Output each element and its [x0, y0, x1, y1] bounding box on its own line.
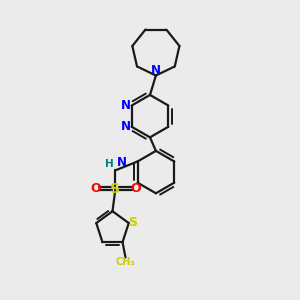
Text: H: H — [105, 159, 114, 169]
Text: N: N — [117, 156, 127, 169]
Text: O: O — [130, 182, 141, 195]
Text: CH₃: CH₃ — [116, 256, 135, 267]
Text: N: N — [151, 64, 161, 77]
Text: S: S — [128, 216, 137, 229]
Text: N: N — [121, 120, 131, 133]
Text: S: S — [110, 182, 120, 196]
Text: N: N — [121, 99, 131, 112]
Text: O: O — [90, 182, 101, 195]
